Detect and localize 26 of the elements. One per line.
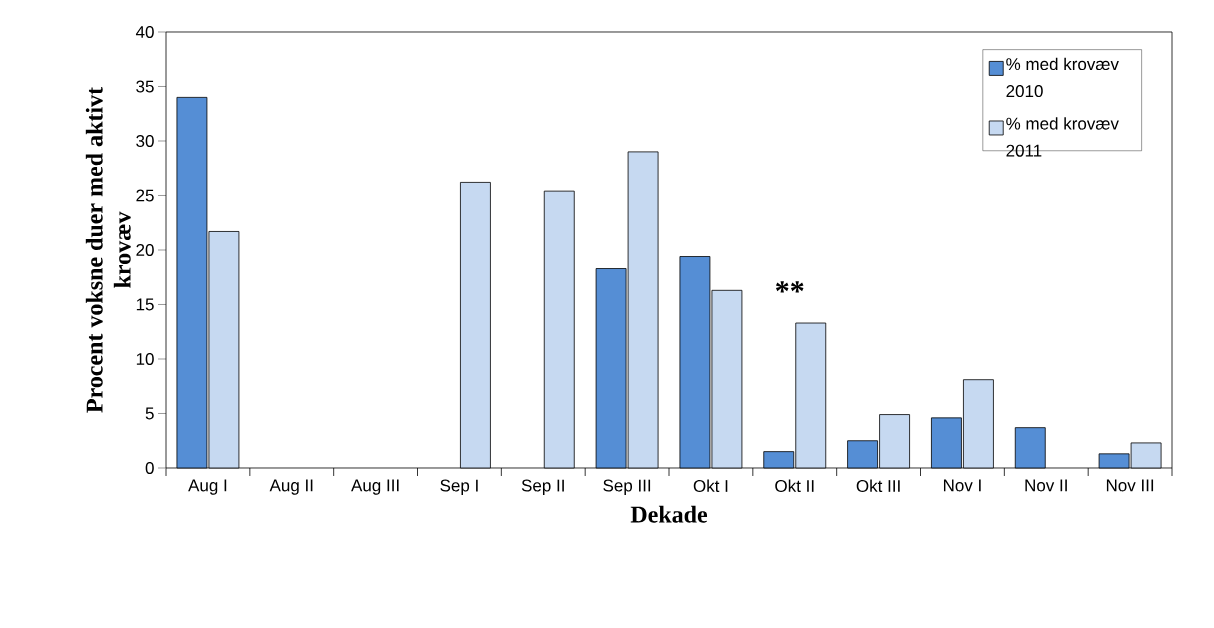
x-tick-label: Sep I — [440, 479, 478, 495]
y-tick-label: 25 — [136, 189, 154, 202]
y-tick-label: 5 — [145, 407, 154, 420]
y-tick-label: 0 — [145, 461, 154, 475]
x-tick-label: Sep III — [603, 479, 651, 495]
x-axis-title: Dekade — [630, 505, 708, 523]
x-tick-label: Okt I — [693, 479, 728, 493]
x-tick-label: Aug II — [269, 479, 313, 495]
y-tick-label: 30 — [136, 134, 154, 148]
y-tick-label: 10 — [136, 352, 154, 366]
x-tick-label: Nov III — [1106, 479, 1154, 492]
y-tick-label: 35 — [136, 80, 154, 93]
annotation: ** — [775, 281, 804, 293]
x-tick-label: Sep II — [521, 479, 564, 495]
y-tick-label: 40 — [135, 25, 154, 39]
x-tick-label: Nov I — [943, 479, 981, 492]
legend-label: % med krovæv 2010 — [1006, 57, 1119, 98]
y-tick-label: 20 — [136, 243, 154, 257]
x-tick-label: Aug III — [351, 479, 399, 495]
legend-label: % med krovæv 2011 — [1006, 117, 1119, 157]
y-axis-title: Procent voksne duer med aktivt krovæv — [85, 87, 131, 413]
y-tick-label: 15 — [136, 298, 154, 311]
x-tick-label: Okt III — [856, 479, 900, 493]
x-tick-label: Aug I — [188, 479, 227, 495]
x-tick-label: Okt II — [775, 479, 814, 493]
x-tick-label: Nov II — [1025, 479, 1067, 492]
